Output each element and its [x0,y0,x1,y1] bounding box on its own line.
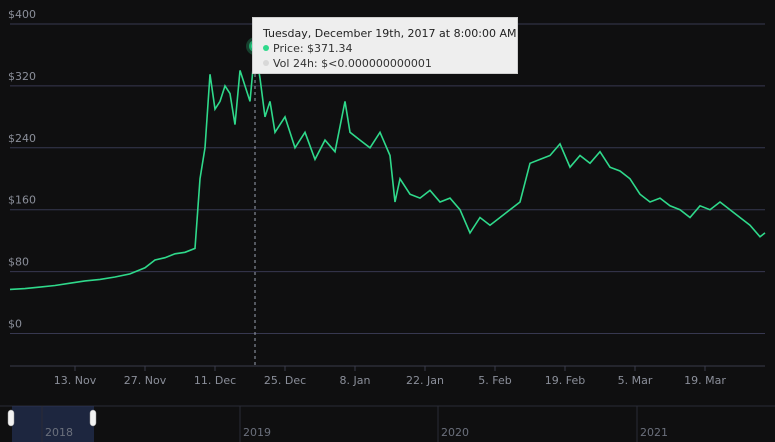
volume-dot-icon [263,60,269,66]
tooltip: Tuesday, December 19th, 2017 at 8:00:00 … [252,17,518,74]
tooltip-volume-row: Vol 24h: $<0.000000000001 [263,56,507,71]
price-dot-icon [263,45,269,51]
navigator-year-label: 2018 [45,426,73,439]
y-tick-label: $400 [8,8,36,21]
tooltip-volume: Vol 24h: $<0.000000000001 [273,57,432,70]
navigator-year-label: 2019 [243,426,271,439]
navigator-year-labels: 2018 2019 2020 2021 [41,406,668,442]
price-line[interactable] [9,46,766,291]
y-axis-ticks: $400 $320 $240 $160 $80 $0 [8,8,36,331]
navigator-year-label: 2020 [441,426,469,439]
y-tick-label: $240 [8,132,36,145]
y-tick-label: $80 [8,256,29,269]
tooltip-price: Price: $371.34 [273,42,353,55]
navigator-year-label: 2021 [640,426,668,439]
y-tick-label: $320 [8,70,36,83]
x-tick-label: 8. Jan [340,374,371,387]
navigator[interactable]: 2018 2019 2020 2021 [0,405,775,442]
navigator-selection[interactable] [12,406,94,442]
y-tick-label: $0 [8,318,22,331]
tooltip-title: Tuesday, December 19th, 2017 at 8:00:00 … [263,27,517,40]
x-tick-label: 27. Nov [124,374,167,387]
x-tick-label: 25. Dec [264,374,306,387]
x-tick-label: 19. Mar [684,374,726,387]
x-tick-label: 11. Dec [194,374,236,387]
x-tick-label: 22. Jan [406,374,444,387]
x-tick-label: 5. Feb [478,374,511,387]
navigator-left-handle[interactable] [7,409,15,427]
navigator-right-handle[interactable] [89,409,97,427]
tooltip-price-row: Price: $371.34 [263,41,507,56]
x-tick-label: 13. Nov [54,374,97,387]
y-tick-label: $160 [8,194,36,207]
x-tick-label: 19. Feb [545,374,585,387]
x-axis-ticks: 13. Nov 27. Nov 11. Dec 25. Dec 8. Jan 22. Ja… [54,366,726,387]
x-tick-label: 5. Mar [618,374,653,387]
